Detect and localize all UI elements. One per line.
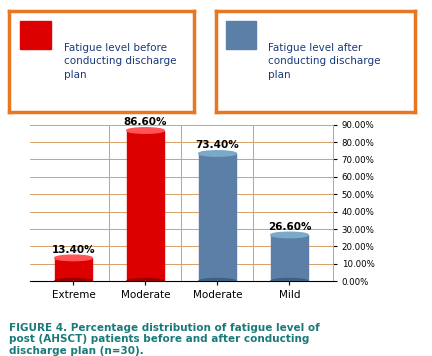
Ellipse shape — [199, 278, 236, 284]
Ellipse shape — [55, 278, 92, 284]
Bar — [127, 131, 164, 281]
FancyBboxPatch shape — [226, 21, 256, 49]
Text: 86.60%: 86.60% — [124, 117, 167, 127]
Ellipse shape — [271, 278, 308, 284]
Text: Fatigue level after
conducting discharge
plan: Fatigue level after conducting discharge… — [268, 43, 380, 80]
Text: FIGURE 4. Percentage distribution of fatigue level of
post (AHSCT) patients befo: FIGURE 4. Percentage distribution of fat… — [9, 323, 319, 356]
Bar — [199, 153, 236, 281]
Text: 73.40%: 73.40% — [196, 140, 239, 150]
Ellipse shape — [127, 128, 164, 133]
FancyBboxPatch shape — [20, 21, 51, 49]
Ellipse shape — [199, 151, 236, 156]
Bar — [55, 258, 92, 281]
Ellipse shape — [271, 232, 308, 238]
Ellipse shape — [127, 278, 164, 284]
Bar — [271, 235, 308, 281]
Text: 26.60%: 26.60% — [268, 222, 311, 232]
Text: 13.40%: 13.40% — [52, 245, 95, 255]
Text: Fatigue level before
conducting discharge
plan: Fatigue level before conducting discharg… — [64, 43, 177, 80]
Ellipse shape — [55, 255, 92, 261]
